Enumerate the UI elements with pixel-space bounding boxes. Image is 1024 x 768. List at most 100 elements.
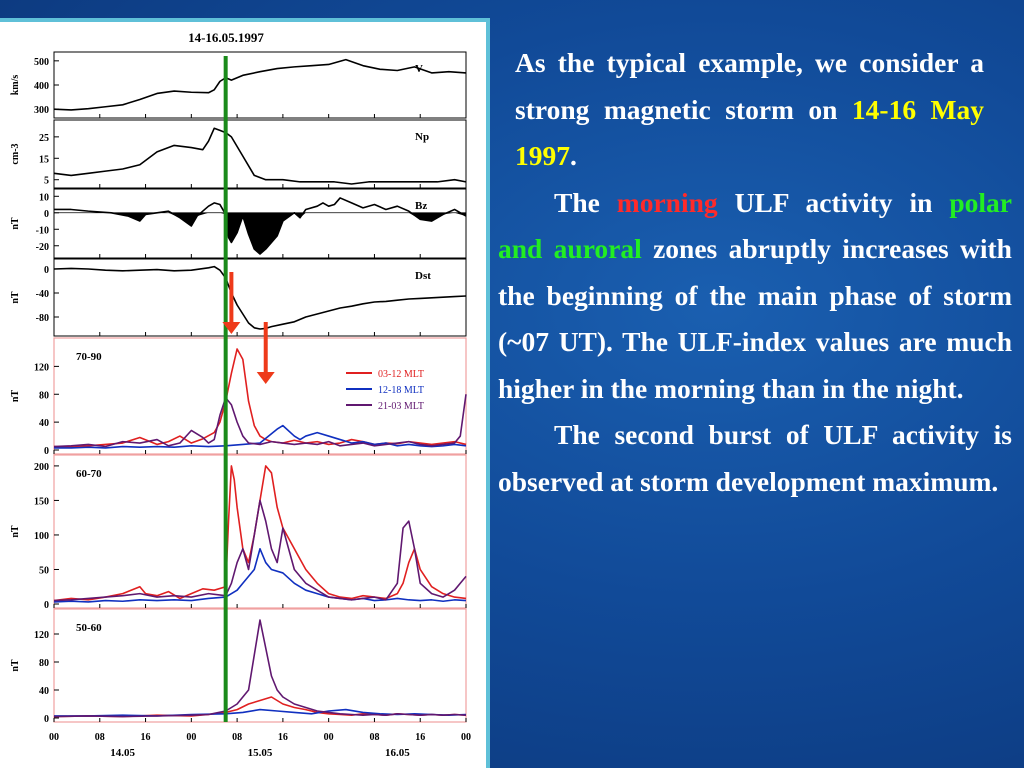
y-tick-label: 300 <box>34 105 49 116</box>
panel-label: Np <box>415 131 429 143</box>
y-tick-label: 0 <box>44 209 49 220</box>
morning-text-3: zones abruptly increases with the beginn… <box>498 233 1012 404</box>
x-tick-label: 08 <box>232 732 242 743</box>
panel-np: 5 15 25 cm-3 Np <box>10 119 467 189</box>
y-tick-label: -80 <box>36 313 49 324</box>
y-tick-label: 40 <box>39 686 49 697</box>
x-tick-label: 08 <box>369 732 379 743</box>
storm-date: 14-16 May 1997 <box>515 93 984 172</box>
intro-text: As the typical example, we consider a st… <box>515 47 984 125</box>
highlight-zones: polar and auroral <box>498 186 1013 265</box>
y-tick-label: 80 <box>39 390 49 401</box>
x-tick-label: 00 <box>186 732 196 743</box>
figure-panel: 14-16.05.1997 300 400 500 km/s V 5 15 25 cm-3 Np -… <box>0 18 490 768</box>
panel-frame <box>53 119 467 189</box>
arrow-head <box>256 372 275 384</box>
panel-label: Bz <box>415 200 427 212</box>
legend-label: 03-12 MLT <box>378 369 424 380</box>
y-tick-label: 80 <box>39 658 49 669</box>
series-line-70-90-2 <box>53 394 467 448</box>
legend: 03-12 MLT 12-18 MLT 21-03 MLT <box>346 369 424 412</box>
series-line-bz-0 <box>54 197 467 255</box>
y-tick-label: -40 <box>36 289 49 300</box>
panel-frame <box>53 51 467 119</box>
red-arrow <box>222 272 241 334</box>
series-line-50-60-2 <box>53 619 467 718</box>
panel-70-90: 0 40 80 120 nT 70-90 <box>10 337 467 457</box>
panel-frame <box>53 188 467 259</box>
y-tick-label: 0 <box>44 446 49 457</box>
legend-label: 21-03 MLT <box>378 401 424 412</box>
y-tick-label: -20 <box>36 242 49 253</box>
y-tick-label: 15 <box>39 154 49 165</box>
ulf-figure: 14-16.05.1997 300400500km/sV51525cm-3Np-… <box>10 30 471 759</box>
series-line-60-70-2 <box>53 499 467 602</box>
series-line-70-90-1 <box>54 424 467 449</box>
series-line-v-0 <box>53 58 467 111</box>
y-axis-label: cm-3 <box>10 143 21 164</box>
panel-frame <box>53 258 467 337</box>
y-tick-label: 0 <box>44 265 49 276</box>
series-line-np-0 <box>53 127 467 185</box>
legend-label: 12-18 MLT <box>378 385 424 396</box>
y-axis-label: nT <box>10 525 21 538</box>
y-tick-label: 0 <box>44 600 49 611</box>
panel-60-70: 0 50 100 150 200 nT 60-70 <box>10 454 467 611</box>
panel-frame <box>53 454 467 609</box>
red-arrow <box>256 322 275 384</box>
day-label: 14.05 <box>110 747 135 759</box>
x-tick-label: 00 <box>461 732 471 743</box>
x-tick-label: 16 <box>415 732 425 743</box>
y-tick-label: 120 <box>34 630 49 641</box>
highlight-morning: morning <box>616 186 718 218</box>
figure-title: 14-16.05.1997 <box>188 30 264 45</box>
panel-50-60: 0 40 80 120 nT 50-60 <box>10 608 467 725</box>
x-tick-label: 00 <box>324 732 334 743</box>
day-label: 16.05 <box>385 747 410 759</box>
panel-frame <box>53 608 467 723</box>
y-tick-label: 400 <box>34 81 49 92</box>
y-tick-label: -10 <box>36 225 49 236</box>
morning-text-2: ULF activity in <box>717 186 950 218</box>
series-line-60-70-0 <box>53 465 467 602</box>
y-tick-label: 0 <box>44 714 49 725</box>
y-tick-label: 10 <box>39 192 49 203</box>
y-axis-label: nT <box>10 659 21 672</box>
y-tick-label: 200 <box>34 462 49 473</box>
day-label: 15.05 <box>248 747 273 759</box>
morning-text-1: The <box>554 186 617 218</box>
y-tick-label: 120 <box>34 362 49 373</box>
y-axis-label: nT <box>10 390 21 403</box>
arrow-head <box>222 322 241 334</box>
y-tick-label: 40 <box>39 418 49 429</box>
panel-label: 50-60 <box>76 622 102 634</box>
y-axis-label: km/s <box>10 75 21 96</box>
slide-text: As the typical example, we consider a st… <box>498 40 1012 505</box>
panel-bz: -20 -10 0 10 nT Bz <box>10 188 467 259</box>
y-axis-label: nT <box>10 291 21 304</box>
panel-label: 70-90 <box>76 351 102 363</box>
y-tick-label: 100 <box>34 531 49 542</box>
paragraph-second-burst: The second burst of ULF activity is obse… <box>498 419 1012 497</box>
bz-negative-fill <box>54 212 466 254</box>
series-line-60-70-1 <box>53 547 467 603</box>
x-tick-label: 16 <box>278 732 288 743</box>
y-axis-label: nT <box>10 217 21 230</box>
y-tick-label: 25 <box>39 133 49 144</box>
panel-label: Dst <box>415 270 431 282</box>
x-tick-label: 00 <box>49 732 59 743</box>
x-tick-label: 16 <box>141 732 151 743</box>
intro-end: . <box>570 140 577 171</box>
panel-label: 60-70 <box>76 468 102 480</box>
y-tick-label: 150 <box>34 496 49 507</box>
y-tick-label: 5 <box>44 176 49 187</box>
paragraph-morning: The morning ULF activity in polar and au… <box>498 180 1012 413</box>
series-line-70-90-0 <box>53 348 467 449</box>
series-line-dst-0 <box>53 265 467 330</box>
x-tick-label: 08 <box>95 732 105 743</box>
y-tick-label: 50 <box>39 565 49 576</box>
panel-dst: -80 -40 0 nT Dst <box>10 258 467 337</box>
paragraph-intro: As the typical example, we consider a st… <box>498 40 1012 180</box>
y-tick-label: 500 <box>34 57 49 68</box>
